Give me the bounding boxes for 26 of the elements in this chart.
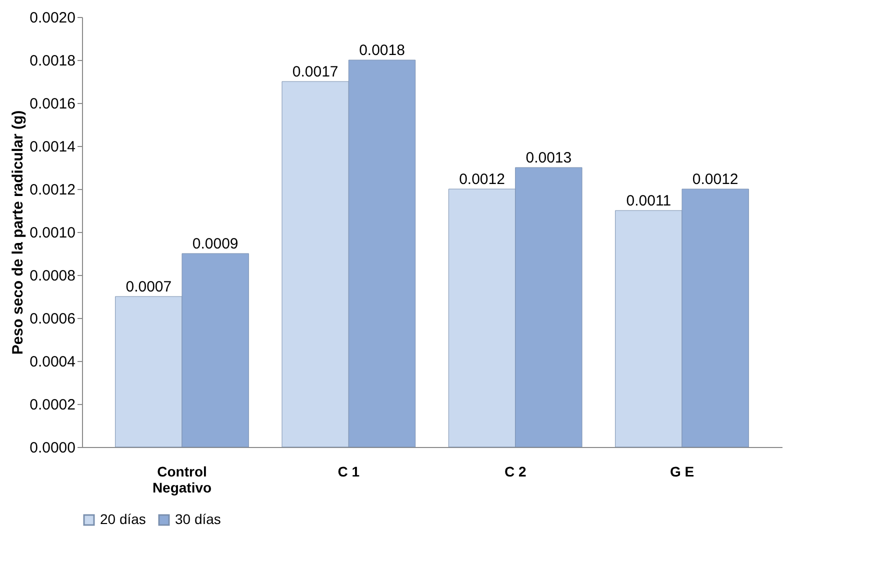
y-tick-label: 0.0010 (30, 224, 76, 242)
y-tick-label: 0.0002 (30, 396, 76, 414)
data-label: 0.0018 (359, 42, 405, 59)
data-label: 0.0017 (292, 64, 338, 80)
legend-label: 30 días (175, 511, 221, 527)
y-tick-label: 0.0004 (30, 354, 76, 370)
data-label: 0.0011 (626, 192, 672, 210)
x-tick-label: Control Negativo (152, 464, 212, 496)
y-tick-label: 0.0012 (30, 182, 76, 198)
y-tick-label: 0.0018 (30, 52, 76, 70)
y-tick-label: 0.0008 (30, 268, 76, 284)
y-tick-label: 0.0000 (30, 440, 76, 456)
data-label: 0.0009 (192, 236, 238, 252)
y-axis-title: Peso seco de la parte radicular (g) (10, 110, 27, 355)
legend-label: 20 días (100, 511, 146, 527)
data-label: 0.0012 (692, 171, 738, 188)
data-label: 0.0007 (126, 278, 172, 296)
y-tick-label: 0.0020 (30, 10, 76, 26)
x-tick-label: C 1 (338, 464, 360, 480)
x-tick-label: G E (670, 464, 694, 480)
y-tick-label: 0.0014 (30, 138, 76, 156)
y-tick-label: 0.0016 (30, 96, 76, 112)
x-tick-label: C 2 (504, 464, 526, 480)
data-label: 0.0013 (526, 150, 572, 166)
data-label: 0.0012 (459, 171, 505, 188)
y-tick-label: 0.0006 (30, 310, 76, 328)
